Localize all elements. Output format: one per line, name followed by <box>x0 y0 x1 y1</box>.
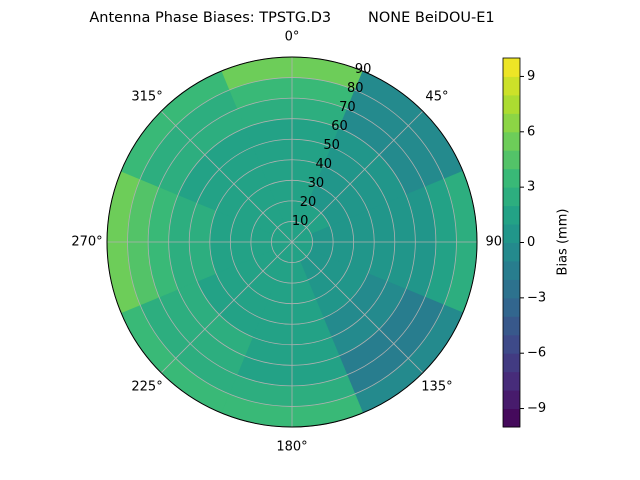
colorbar-band <box>503 58 520 77</box>
colorbar-tick-label: 6 <box>527 124 535 139</box>
theta-tick-label: 135° <box>421 379 452 394</box>
r-tick-label: 10 <box>292 214 309 229</box>
colorbar-band <box>503 205 520 225</box>
colorbar-band <box>503 297 520 317</box>
r-tick-label: 70 <box>339 100 356 115</box>
colorbar-tick-label: −9 <box>527 401 546 416</box>
colorbar-tick-label: −6 <box>527 346 546 361</box>
colorbar-band <box>503 334 520 354</box>
r-tick-label: 90 <box>355 62 372 77</box>
grid-spoke <box>291 241 424 374</box>
r-tick-label: 20 <box>300 195 317 210</box>
colorbar-label: Bias (mm) <box>556 209 571 276</box>
theta-tick-label: 315° <box>131 90 162 105</box>
colorbar-band <box>503 279 520 299</box>
r-tick-label: 60 <box>331 119 348 134</box>
r-tick-label: 80 <box>347 81 364 96</box>
colorbar-band <box>503 260 520 280</box>
colorbar-band <box>503 224 520 243</box>
colorbar-band <box>503 408 520 428</box>
colorbar-tick-label: 0 <box>527 235 535 250</box>
colorbar-tick-label: 9 <box>527 69 535 84</box>
colorbar-band <box>503 242 520 262</box>
r-tick-label: 30 <box>308 176 325 191</box>
polar-spine <box>106 56 478 428</box>
theta-tick-label: 0° <box>285 30 300 45</box>
colorbar-band <box>503 390 520 410</box>
colorbar-tick-label: −3 <box>527 290 546 305</box>
colorbar-band <box>503 353 520 373</box>
polar-plot: 1020304050607080900°45°90°135°180°225°27… <box>71 30 508 455</box>
colorbar-band <box>503 94 520 114</box>
colorbar-band <box>503 131 520 151</box>
grid-spoke <box>291 110 424 243</box>
grid-spoke <box>160 241 293 374</box>
r-tick-label: 50 <box>323 138 340 153</box>
colorbar-band <box>503 168 520 188</box>
colorbar-band <box>503 371 520 391</box>
r-tick-label: 40 <box>315 157 332 172</box>
theta-tick-label: 180° <box>276 440 307 455</box>
colorbar-band <box>503 76 520 96</box>
theta-tick-label: 270° <box>71 235 102 250</box>
chart-title: Antenna Phase Biases: TPSTG.D3 NONE BeiD… <box>89 10 494 26</box>
theta-tick-label: 225° <box>131 379 162 394</box>
colorbar-band <box>503 187 520 207</box>
colorbar-band <box>503 150 520 170</box>
colorbar-band <box>503 316 520 336</box>
colorbar-band <box>503 113 520 133</box>
theta-tick-label: 45° <box>425 90 448 105</box>
colorbar-tick-label: 3 <box>527 180 535 195</box>
grid-spoke <box>160 110 293 243</box>
